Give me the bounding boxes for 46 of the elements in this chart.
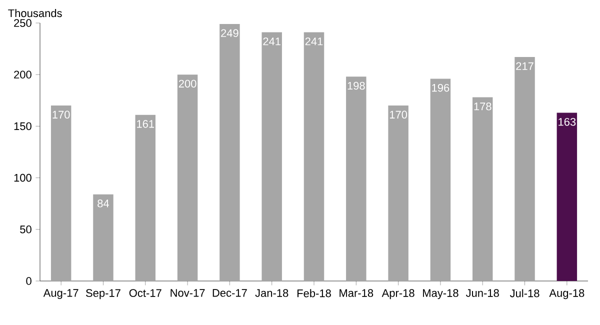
x-tick-label: Sep-17 [86, 289, 120, 300]
data-label: 241 [263, 38, 280, 46]
bar [388, 106, 408, 281]
data-label: 161 [137, 120, 154, 128]
bar [556, 112, 578, 281]
x-tick-label: Oct-17 [129, 289, 162, 297]
bar [50, 106, 72, 281]
data-label: 217 [516, 62, 534, 70]
bar [135, 114, 156, 281]
bar [262, 32, 282, 281]
y-tick-label: 150 [14, 122, 32, 130]
data-label: 200 [178, 80, 196, 88]
y-tick-label: 200 [14, 70, 32, 78]
data-label: 163 [558, 118, 576, 126]
x-tick-label: May-18 [423, 289, 458, 300]
bar [472, 97, 493, 281]
bar [346, 76, 366, 281]
x-tick-label: Apr-18 [382, 289, 414, 300]
bar [93, 194, 114, 281]
bar [430, 78, 451, 281]
bar [514, 57, 535, 281]
data-label: 196 [432, 84, 450, 92]
x-tick-label: Aug-18 [549, 289, 584, 300]
data-label: 198 [348, 82, 365, 90]
bar [220, 24, 240, 281]
bar [304, 32, 324, 281]
data-label: 178 [474, 102, 492, 110]
bar [177, 74, 198, 281]
data-label: 249 [221, 29, 238, 38]
x-tick-label: Dec-17 [212, 289, 247, 297]
y-tick-label: 0 [26, 277, 32, 285]
x-tick-label: Mar-18 [340, 289, 374, 297]
y-tick-label: 50 [20, 226, 32, 234]
data-label: 170 [390, 110, 408, 119]
x-tick-label: Feb-18 [297, 289, 331, 298]
y-axis-title: Thousands [8, 9, 62, 18]
x-tick-label: Jun-18 [466, 289, 499, 297]
y-tick-label: 100 [14, 174, 32, 182]
x-tick-label: Nov-17 [170, 289, 205, 297]
data-label: 170 [52, 110, 70, 119]
y-tick-label: 250 [14, 19, 32, 27]
x-tick-label: Jan-18 [255, 289, 288, 297]
x-tick-label: Aug-17 [43, 289, 78, 299]
x-tick-label: Jul-18 [510, 289, 540, 298]
data-label: 241 [305, 38, 323, 46]
data-label: 84 [98, 200, 110, 208]
